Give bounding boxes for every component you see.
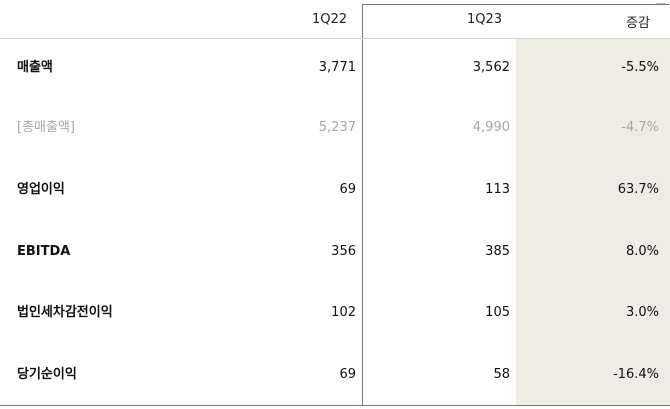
header-divider — [0, 38, 670, 39]
row-label: 법인세차감전이익 — [17, 305, 113, 320]
value-1q23: 105 — [485, 305, 510, 320]
value-1q22: 5,237 — [318, 120, 356, 135]
value-1q23: 385 — [485, 244, 510, 259]
row-label: EBITDA — [17, 244, 71, 259]
change-column-highlight — [516, 38, 670, 406]
row-label: 당기순이익 — [17, 367, 77, 382]
header-1q22: 1Q22 — [312, 12, 348, 27]
header-1q23: 1Q23 — [467, 12, 503, 27]
table-row-ebitda: EBITDA 356 385 8.0% — [0, 242, 670, 262]
value-1q23: 113 — [485, 182, 510, 197]
row-label: [총매출액] — [17, 120, 75, 135]
value-change: -5.5% — [621, 60, 659, 75]
table-row-revenue: 매출액 3,771 3,562 -5.5% — [0, 58, 670, 78]
table-row-gross-revenue: [총매출액] 5,237 4,990 -4.7% — [0, 118, 670, 138]
row-label: 매출액 — [17, 60, 53, 75]
bottom-divider — [0, 405, 670, 406]
value-1q22: 69 — [339, 367, 356, 382]
corner-mark — [656, 3, 666, 4]
table-row-pretax-income: 법인세차감전이익 102 105 3.0% — [0, 303, 670, 323]
value-1q22: 102 — [331, 305, 356, 320]
value-1q22: 69 — [339, 182, 356, 197]
value-1q23: 58 — [493, 367, 510, 382]
value-1q22: 356 — [331, 244, 356, 259]
row-label: 영업이익 — [17, 182, 65, 197]
value-change: -4.7% — [621, 120, 659, 135]
value-1q23: 3,562 — [472, 60, 510, 75]
value-change: -16.4% — [613, 367, 659, 382]
table-row-net-income: 당기순이익 69 58 -16.4% — [0, 365, 670, 385]
value-change: 3.0% — [625, 305, 659, 320]
header-change: 증감 — [626, 16, 650, 31]
value-1q23: 4,990 — [472, 120, 510, 135]
table-row-operating-profit: 영업이익 69 113 63.7% — [0, 180, 670, 200]
value-change: 8.0% — [625, 244, 659, 259]
value-1q22: 3,771 — [318, 60, 356, 75]
value-change: 63.7% — [617, 182, 659, 197]
